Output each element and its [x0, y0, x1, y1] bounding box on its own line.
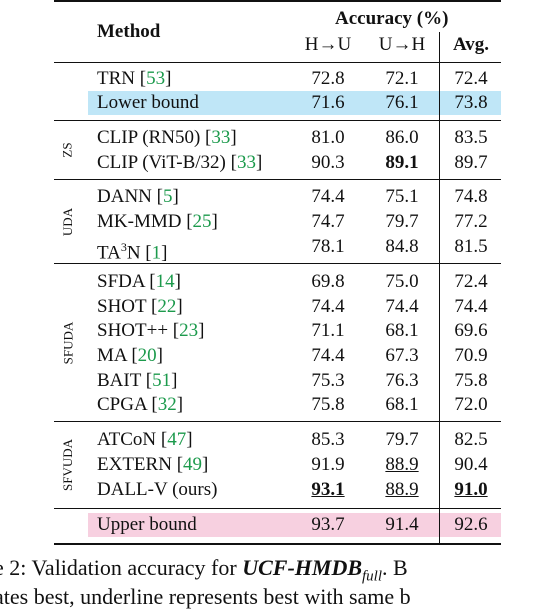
- h2u-value: 74.7: [311, 211, 345, 232]
- avg-value: 83.5: [454, 127, 488, 148]
- table-caption: e 2: Validation accuracy for UCF-HMDBful…: [0, 555, 408, 585]
- u2h-value-underlined: 88.9: [385, 454, 419, 475]
- u2h-value: 79.7: [385, 211, 419, 232]
- u2h-value: 79.7: [385, 429, 419, 450]
- avg-value: 75.8: [454, 370, 488, 391]
- u2h-value: 74.4: [385, 296, 419, 317]
- avg-value: 90.4: [454, 454, 488, 475]
- group-label-sfuda: SFUDA: [60, 321, 75, 364]
- group-label-uda: UDA: [60, 207, 76, 236]
- h2u-value: 75.8: [311, 394, 345, 415]
- group-label-zs: ZS: [59, 142, 75, 158]
- avg-value: 72.0: [454, 394, 488, 415]
- avg-value: 72.4: [454, 271, 488, 292]
- avg-value: 81.5: [454, 236, 488, 257]
- avg-value: 77.2: [454, 211, 488, 232]
- method-name: BAIT [51]: [97, 370, 178, 391]
- lower-bound-highlight: [88, 91, 501, 115]
- h2u-value: 74.4: [311, 296, 345, 317]
- h2u-value: 75.3: [311, 370, 345, 391]
- group-rule-upper: [54, 508, 501, 509]
- h2u-value: 71.6: [311, 92, 345, 113]
- u2h-value: 68.1: [385, 320, 419, 341]
- h2u-value: 93.7: [311, 514, 345, 535]
- avg-value-best: 91.0: [454, 479, 488, 500]
- h2u-value: 90.3: [311, 152, 345, 173]
- avg-value: 89.7: [454, 152, 488, 173]
- h2u-value-best: 93.1: [311, 479, 345, 500]
- h2u-header: H→U: [304, 34, 352, 55]
- u2h-header: U→H: [378, 34, 426, 55]
- u2h-value-underlined: 88.9: [385, 479, 419, 500]
- avg-value: 73.8: [454, 92, 488, 113]
- accuracy-header: Accuracy (%): [335, 8, 449, 29]
- u2h-value: 75.1: [385, 186, 419, 207]
- h2u-value: 81.0: [311, 127, 345, 148]
- avg-separator: [439, 32, 440, 543]
- u2h-value: 68.1: [385, 394, 419, 415]
- group-rule-uda: [54, 179, 501, 180]
- u2h-value: 67.3: [385, 345, 419, 366]
- method-name: TRN [53]: [97, 68, 172, 89]
- avg-value: 92.6: [454, 514, 488, 535]
- method-name: SHOT [22]: [97, 296, 183, 317]
- method-name: CLIP (RN50) [33]: [97, 127, 237, 148]
- method-name: CLIP (ViT-B/32) [33]: [97, 152, 263, 173]
- group-label-sfvuda: SFVUDA: [60, 438, 76, 492]
- avg-header: Avg.: [452, 34, 490, 55]
- method-header: Method: [97, 21, 161, 42]
- group-rule-sfvuda: [54, 421, 501, 422]
- u2h-value: 76.1: [385, 92, 419, 113]
- u2h-value: 84.8: [385, 236, 419, 257]
- u2h-value: 72.1: [385, 68, 419, 89]
- group-rule-sfuda: [54, 263, 501, 264]
- u2h-value: 76.3: [385, 370, 419, 391]
- h2u-value: 71.1: [311, 320, 345, 341]
- avg-value: 72.4: [454, 68, 488, 89]
- method-name: DALL-V (ours): [97, 479, 218, 500]
- avg-value: 70.9: [454, 345, 488, 366]
- top-rule: [54, 0, 501, 2]
- method-name: MK-MMD [25]: [97, 211, 218, 232]
- h2u-value: 74.4: [311, 345, 345, 366]
- u2h-value: 75.0: [385, 271, 419, 292]
- u2h-value: 91.4: [385, 514, 419, 535]
- avg-value: 82.5: [454, 429, 488, 450]
- method-name: Lower bound: [97, 92, 199, 113]
- h2u-value: 72.8: [311, 68, 345, 89]
- method-name: ATCoN [47]: [97, 429, 193, 450]
- method-name: SHOT++ [23]: [97, 320, 205, 341]
- avg-value: 74.4: [454, 296, 488, 317]
- h2u-value: 78.1: [311, 236, 345, 257]
- h2u-value: 74.4: [311, 186, 345, 207]
- avg-value: 74.8: [454, 186, 488, 207]
- method-name: Upper bound: [97, 514, 197, 535]
- table-caption-line2: ates best, underline represents best wit…: [0, 584, 411, 609]
- method-name: CPGA [32]: [97, 394, 184, 415]
- header-rule: [54, 62, 501, 63]
- upper-bound-highlight: [88, 513, 501, 537]
- method-name: SFDA [14]: [97, 271, 181, 292]
- h2u-value: 85.3: [311, 429, 345, 450]
- u2h-value: 86.0: [385, 127, 419, 148]
- method-name: EXTERN [49]: [97, 454, 209, 475]
- method-name: DANN [5]: [97, 186, 179, 207]
- h2u-value: 69.8: [311, 271, 345, 292]
- h2u-value: 91.9: [311, 454, 345, 475]
- method-name: TA3N [1]: [97, 240, 168, 264]
- method-name: MA [20]: [97, 345, 163, 366]
- group-rule-zs: [54, 120, 501, 121]
- u2h-value-best: 89.1: [385, 152, 419, 173]
- bottom-rule: [54, 543, 501, 545]
- avg-value: 69.6: [454, 320, 488, 341]
